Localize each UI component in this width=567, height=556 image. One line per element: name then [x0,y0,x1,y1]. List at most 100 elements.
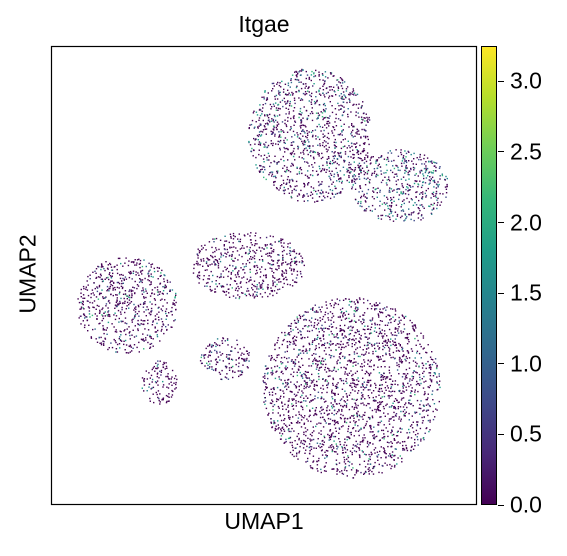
data-point [142,303,145,305]
data-point [337,368,339,371]
data-point [347,344,350,346]
data-point [389,187,391,189]
data-point [253,127,255,129]
data-point [215,369,217,372]
data-point [316,200,318,202]
data-point [328,343,331,345]
data-point [280,129,282,131]
data-point [410,212,413,214]
data-point [220,276,222,278]
data-point [290,322,293,325]
data-point [349,384,351,387]
data-point [293,188,295,190]
data-point [273,272,275,274]
data-point [120,273,123,276]
data-point [436,389,438,391]
data-point [254,261,256,263]
data-point [421,362,424,365]
data-point [116,300,118,302]
data-point [385,427,387,429]
data-point [300,121,303,123]
data-point [333,405,335,408]
data-point [238,240,240,243]
data-point [275,268,277,270]
data-point [302,364,304,366]
data-point [412,448,415,450]
data-point [323,441,325,443]
data-point [287,263,289,265]
data-point [95,276,98,279]
data-point [394,313,397,316]
data-point [412,326,414,328]
data-point [394,414,397,416]
data-point [364,157,366,159]
data-point [222,270,224,272]
data-point [318,123,320,126]
data-point [265,407,268,410]
data-point [345,367,347,369]
data-point [261,96,263,98]
data-point [365,208,368,210]
data-point [404,358,406,361]
data-point [403,354,405,356]
data-point [281,121,284,123]
data-point [298,81,300,83]
data-point [341,130,343,132]
data-point [347,428,349,430]
data-point [288,430,290,433]
data-point [377,335,379,337]
data-point [392,426,394,428]
data-point [386,335,388,337]
data-point [219,239,222,241]
data-point [296,74,298,76]
data-point [422,181,425,183]
data-point [380,366,382,368]
data-point [425,367,427,370]
data-point [321,116,324,118]
data-point [169,281,171,283]
data-point [310,420,312,423]
data-point [404,214,407,216]
data-point [342,91,345,93]
data-point [359,315,361,318]
data-point [84,324,86,326]
data-point [344,417,346,419]
data-point [107,268,109,270]
data-point [166,367,168,369]
data-point [382,335,385,337]
data-point [402,449,404,451]
data-point [378,333,380,335]
data-point [306,377,308,379]
data-point [214,250,216,253]
data-point [115,294,117,296]
data-point [347,108,349,110]
data-point [312,187,315,189]
data-point [307,162,309,164]
data-point [293,107,296,109]
data-point [93,294,95,296]
data-point [350,171,352,173]
data-point [107,264,109,266]
data-point [313,322,316,324]
data-point [308,358,310,360]
data-point [157,360,159,362]
data-point [354,331,356,334]
data-point [401,193,404,195]
data-point [373,368,375,371]
data-point [277,140,279,143]
data-point [300,122,302,124]
data-point [326,195,329,198]
data-point [393,390,396,393]
data-point [398,350,401,352]
data-point [287,246,289,248]
data-point [344,314,346,316]
data-point [278,407,280,409]
data-point [430,161,432,163]
data-point [166,279,169,282]
data-point [333,175,335,178]
data-point [341,79,344,82]
data-point [343,174,345,176]
data-point [363,321,365,323]
data-point [387,314,389,316]
data-point [349,99,351,102]
